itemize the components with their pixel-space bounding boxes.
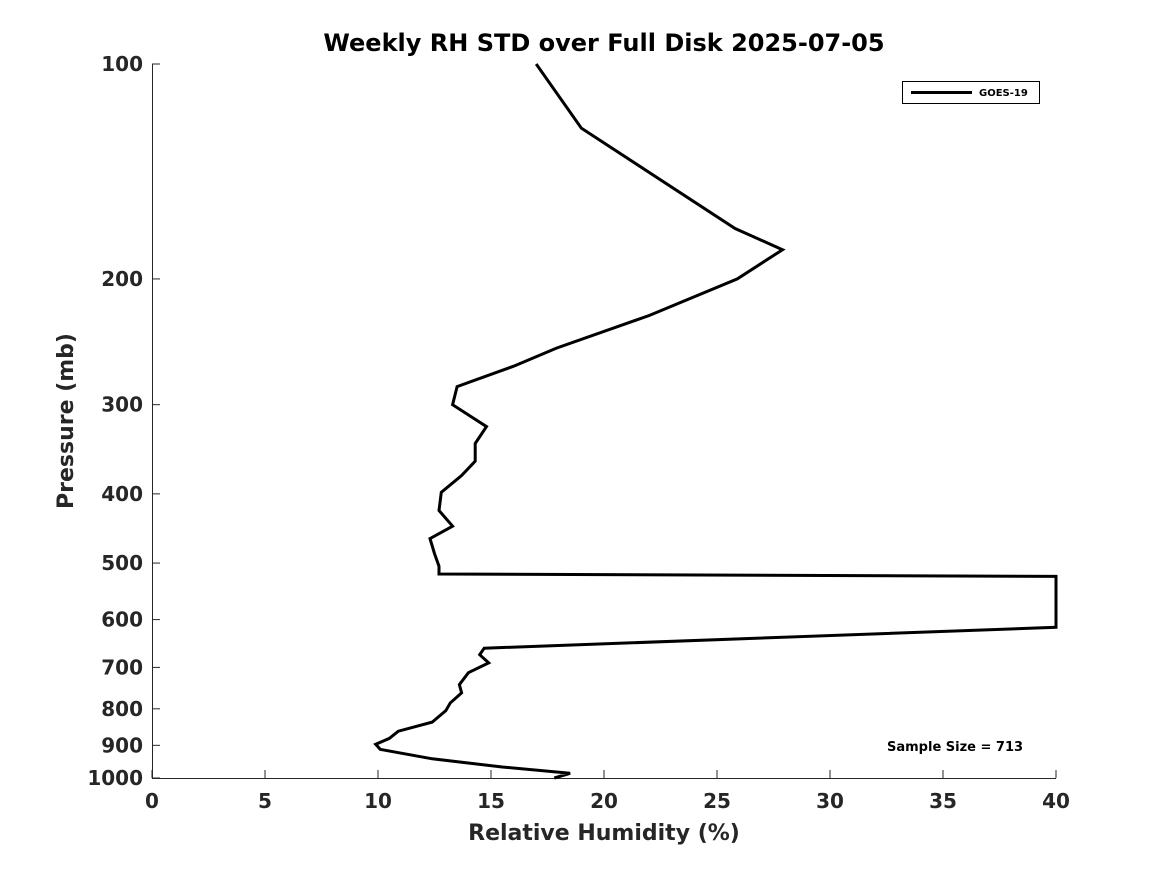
y-axis-label: Pressure (mb)	[54, 333, 79, 509]
sample-size-annotation: Sample Size = 713	[887, 740, 1023, 755]
y-tick-label: 500	[101, 551, 143, 575]
y-tick-label: 300	[101, 393, 143, 417]
x-tick-label: 15	[477, 789, 505, 813]
y-tick-label: 600	[101, 608, 143, 632]
axes	[152, 64, 1056, 779]
y-tick-label: 700	[101, 655, 143, 679]
y-tick-label: 400	[101, 482, 143, 506]
x-axis-label: Relative Humidity (%)	[468, 821, 740, 846]
series-line-goes-19	[373, 63, 1058, 780]
y-tick-label: 900	[101, 733, 143, 757]
series-group	[373, 63, 1058, 780]
x-tick-label: 20	[590, 789, 618, 813]
x-tick-label: 10	[364, 789, 392, 813]
y-tick-label: 200	[101, 267, 143, 291]
chart-title: Weekly RH STD over Full Disk 2025-07-05	[323, 29, 884, 57]
x-ticks: 0 5 10 15 20 25 30 35 40	[145, 770, 1070, 813]
y-tick-label: 1000	[87, 766, 143, 790]
y-tick-label: 800	[101, 697, 143, 721]
x-tick-label: 25	[703, 789, 731, 813]
y-tick-label: 100	[101, 52, 143, 76]
x-tick-label: 40	[1042, 789, 1070, 813]
x-tick-label: 5	[258, 789, 272, 813]
legend-label: GOES-19	[979, 88, 1028, 99]
x-tick-label: 30	[816, 789, 844, 813]
x-tick-label: 0	[145, 789, 159, 813]
y-ticks: 100 200 300 400 500 600 700 800 900 1000	[87, 52, 160, 790]
legend: GOES-19	[902, 81, 1040, 104]
x-tick-label: 35	[929, 789, 957, 813]
